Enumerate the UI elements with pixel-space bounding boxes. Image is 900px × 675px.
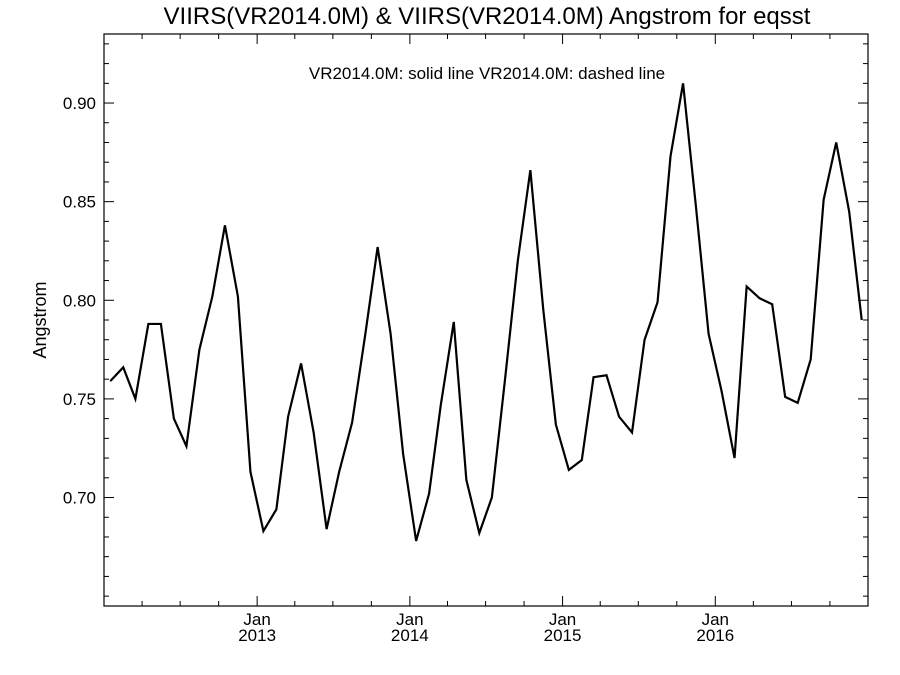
y-tick-label: 0.85 bbox=[63, 193, 96, 212]
x-tick-year-label: 2015 bbox=[544, 626, 582, 645]
chart-title: VIIRS(VR2014.0M) & VIIRS(VR2014.0M) Angs… bbox=[164, 3, 811, 30]
series-layer bbox=[109, 83, 863, 542]
x-tick-year-label: 2013 bbox=[238, 626, 276, 645]
tick-labels: 0.700.750.800.850.90Jan2013Jan2014Jan201… bbox=[63, 94, 734, 645]
plot-frame bbox=[103, 33, 869, 607]
axis-ticks bbox=[104, 34, 868, 606]
y-tick-label: 0.90 bbox=[63, 94, 96, 113]
x-tick-year-label: 2014 bbox=[391, 626, 429, 645]
y-tick-label: 0.80 bbox=[63, 291, 96, 310]
x-tick-month-label: Jan bbox=[396, 610, 423, 629]
x-tick-month-label: Jan bbox=[549, 610, 576, 629]
series-line-solid bbox=[109, 83, 863, 542]
y-axis-label: Angstrom bbox=[30, 281, 50, 358]
y-tick-label: 0.70 bbox=[63, 489, 96, 508]
series-style-annotation: VR2014.0M: solid line VR2014.0M: dashed … bbox=[309, 64, 665, 83]
x-tick-month-label: Jan bbox=[243, 610, 270, 629]
x-tick-month-label: Jan bbox=[702, 610, 729, 629]
y-tick-label: 0.75 bbox=[63, 390, 96, 409]
x-tick-year-label: 2016 bbox=[696, 626, 734, 645]
